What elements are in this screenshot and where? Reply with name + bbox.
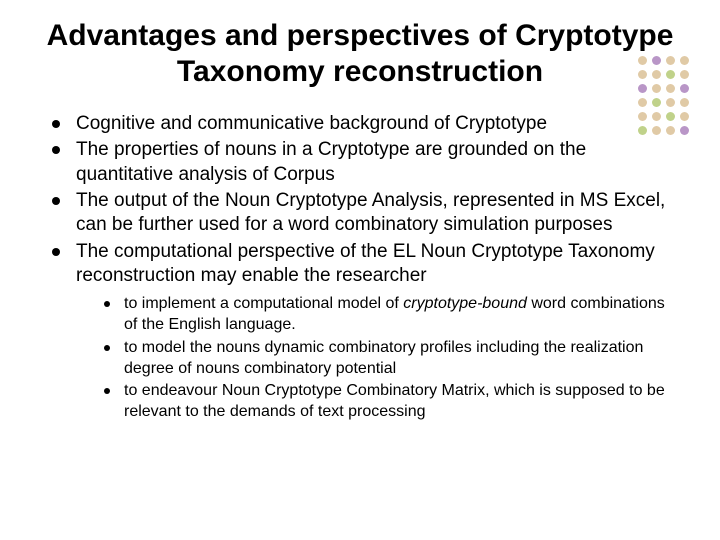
list-item: The computational perspective of the EL … [48,240,682,289]
deco-dot [666,98,675,107]
list-item: The properties of nouns in a Cryptotype … [48,138,682,187]
deco-dot [680,84,689,93]
bullet-text: The output of the Noun Cryptotype Analys… [76,190,665,235]
bullet-text-pre: to implement a computational model of [124,295,403,312]
deco-dot [666,84,675,93]
bullet-text: The properties of nouns in a Cryptotype … [76,139,586,184]
list-item: Cognitive and communicative background o… [48,112,682,136]
sub-bullet-list: to implement a computational model of cr… [38,294,682,423]
deco-dot [638,56,647,65]
bullet-text-pre: to model the nouns dynamic combinatory p… [124,339,643,377]
deco-dot [652,56,661,65]
deco-dot [652,70,661,79]
deco-dot [638,84,647,93]
slide: Advantages and perspectives of Cryptotyp… [0,0,720,540]
list-item: to model the nouns dynamic combinatory p… [100,338,682,380]
list-item: to implement a computational model of cr… [100,294,682,336]
deco-dot [666,70,675,79]
deco-dot [666,56,675,65]
bullet-text-pre: to endeavour Noun Cryptotype Combinatory… [124,382,665,420]
deco-dot [638,98,647,107]
bullet-text-em: cryptotype-bound [403,295,527,312]
deco-dot [652,84,661,93]
main-bullet-list: Cognitive and communicative background o… [38,112,682,288]
slide-title: Advantages and perspectives of Cryptotyp… [38,18,682,90]
bullet-text: Cognitive and communicative background o… [76,113,547,134]
list-item: The output of the Noun Cryptotype Analys… [48,189,682,238]
deco-dot [680,56,689,65]
deco-dot [652,98,661,107]
deco-dot [680,98,689,107]
bullet-text: The computational perspective of the EL … [76,241,655,286]
list-item: to endeavour Noun Cryptotype Combinatory… [100,381,682,423]
deco-dot [680,70,689,79]
deco-dot [638,70,647,79]
